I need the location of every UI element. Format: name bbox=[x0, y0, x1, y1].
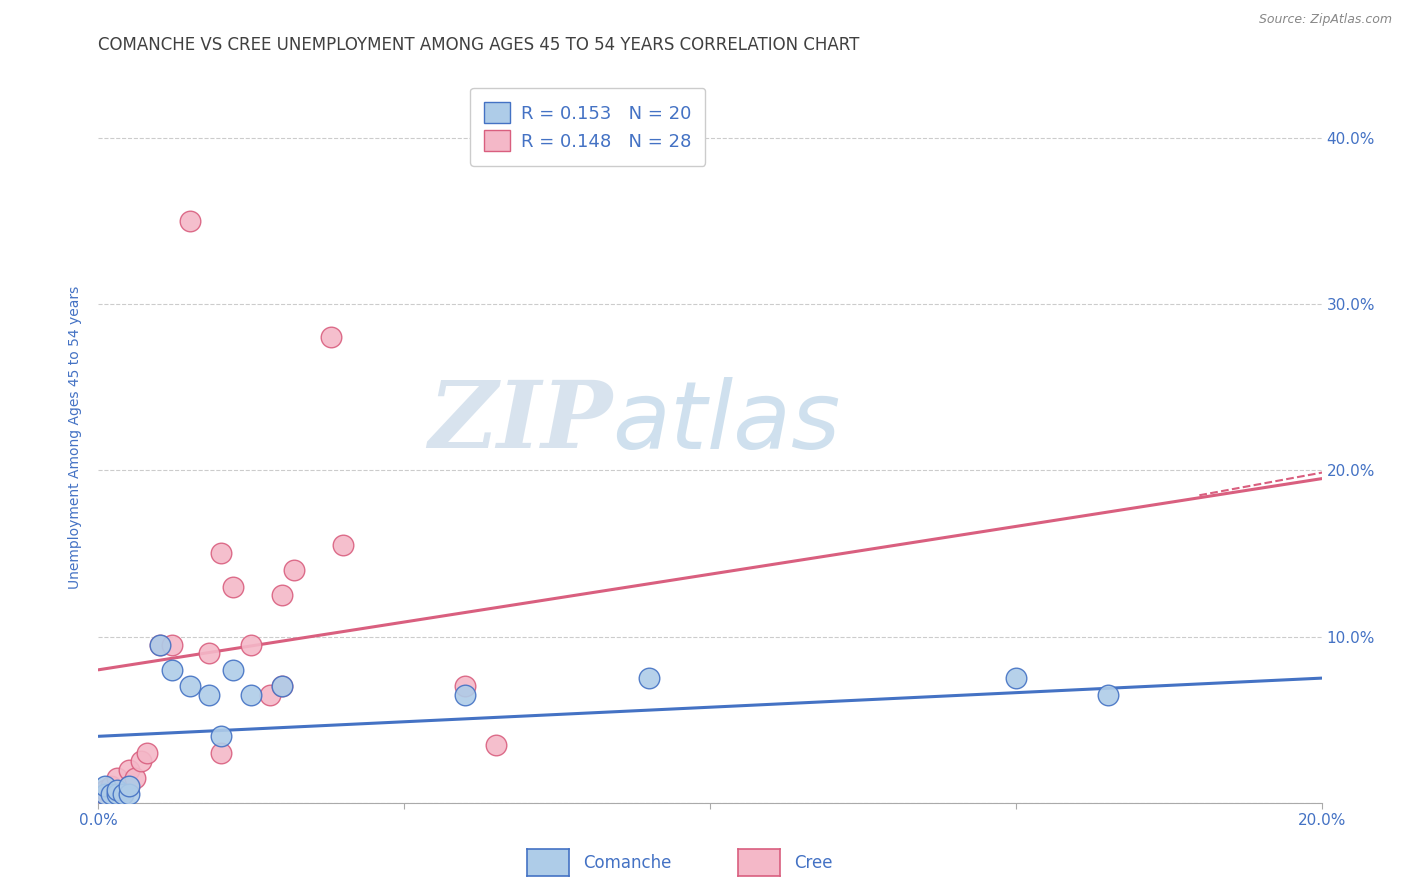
Point bbox=[93, 782, 115, 797]
Point bbox=[197, 688, 219, 702]
Point bbox=[240, 688, 263, 702]
Y-axis label: Unemployment Among Ages 45 to 54 years: Unemployment Among Ages 45 to 54 years bbox=[69, 285, 83, 589]
Point bbox=[160, 638, 183, 652]
Point bbox=[93, 779, 115, 793]
Point bbox=[118, 788, 141, 802]
Point bbox=[485, 738, 508, 752]
Point bbox=[197, 646, 219, 660]
Legend: R = 0.153   N = 20, R = 0.148   N = 28: R = 0.153 N = 20, R = 0.148 N = 28 bbox=[470, 87, 706, 166]
Point bbox=[105, 771, 128, 785]
Point bbox=[222, 580, 245, 594]
Text: Comanche: Comanche bbox=[583, 855, 672, 872]
Point bbox=[129, 754, 152, 768]
Point bbox=[124, 771, 146, 785]
Text: Cree: Cree bbox=[794, 855, 832, 872]
Point bbox=[118, 779, 141, 793]
Point bbox=[319, 330, 342, 344]
Point bbox=[209, 546, 232, 560]
Text: ZIP: ZIP bbox=[427, 377, 612, 467]
Point bbox=[259, 688, 281, 702]
Point bbox=[93, 788, 115, 802]
Point bbox=[118, 763, 141, 777]
Text: COMANCHE VS CREE UNEMPLOYMENT AMONG AGES 45 TO 54 YEARS CORRELATION CHART: COMANCHE VS CREE UNEMPLOYMENT AMONG AGES… bbox=[98, 36, 860, 54]
Point bbox=[160, 663, 183, 677]
Text: Source: ZipAtlas.com: Source: ZipAtlas.com bbox=[1258, 13, 1392, 27]
Point bbox=[454, 680, 477, 694]
Point bbox=[100, 788, 122, 802]
Point bbox=[149, 638, 172, 652]
Point bbox=[179, 680, 201, 694]
Point bbox=[209, 746, 232, 760]
Point bbox=[270, 680, 292, 694]
Point bbox=[179, 214, 201, 228]
Point bbox=[1004, 671, 1026, 685]
Point bbox=[454, 688, 477, 702]
Point bbox=[93, 788, 115, 802]
Point bbox=[111, 788, 134, 802]
Point bbox=[136, 746, 159, 760]
Point bbox=[209, 729, 232, 743]
Point bbox=[100, 788, 122, 802]
Point bbox=[105, 788, 128, 802]
Point bbox=[270, 588, 292, 602]
Point bbox=[100, 779, 122, 793]
Point bbox=[270, 680, 292, 694]
Point bbox=[105, 788, 128, 802]
Point bbox=[283, 563, 305, 577]
Point bbox=[240, 638, 263, 652]
Point bbox=[111, 788, 134, 802]
Point bbox=[149, 638, 172, 652]
Point bbox=[105, 782, 128, 797]
Point bbox=[222, 663, 245, 677]
Point bbox=[637, 671, 661, 685]
Point bbox=[118, 779, 141, 793]
Point bbox=[332, 538, 354, 552]
Text: atlas: atlas bbox=[612, 377, 841, 468]
Point bbox=[1097, 688, 1119, 702]
